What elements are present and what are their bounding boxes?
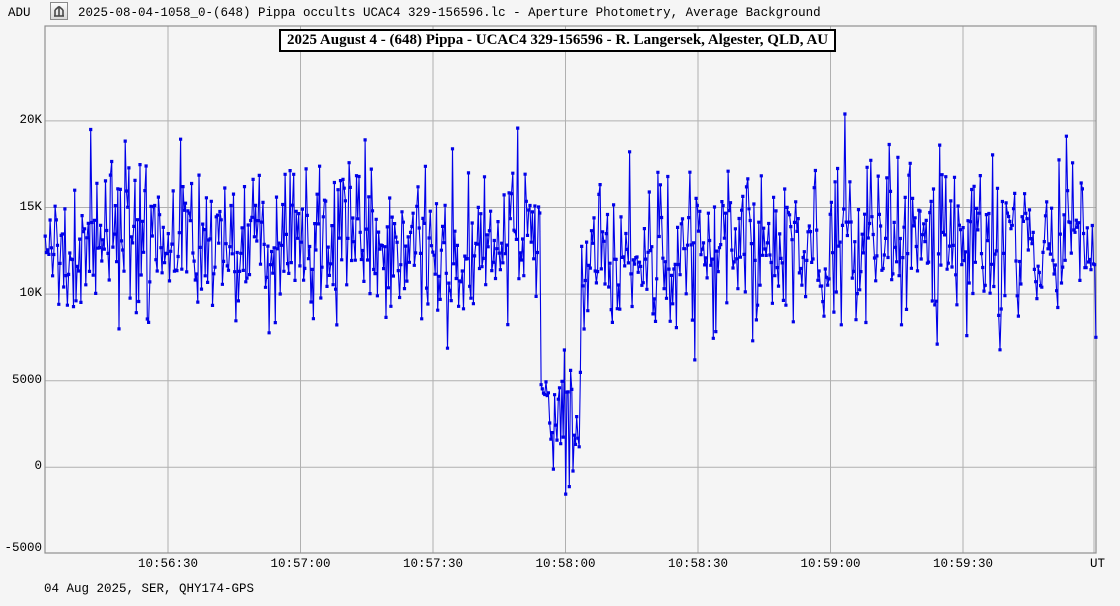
- x-tick-label: 10:59:30: [932, 557, 993, 571]
- y-tick-label: -5000: [4, 541, 42, 555]
- window-title: 2025-08-04-1058_0-(648) Pippa occults UC…: [78, 6, 821, 20]
- x-tick-label: 10:56:30: [137, 557, 198, 571]
- x-tick-label: 10:58:00: [535, 557, 596, 571]
- plot-title-box: 2025 August 4 - (648) Pippa - UCAC4 329-…: [279, 29, 837, 52]
- lightcurve-icon-glyph: [54, 5, 64, 17]
- y-tick-label: 0: [34, 459, 42, 474]
- x-tick-label: 10:58:30: [667, 557, 728, 571]
- lightcurve-window-icon[interactable]: [50, 2, 68, 20]
- lightcurve-line: [44, 113, 1097, 495]
- gridlines: [45, 26, 1096, 554]
- y-tick-label: 15K: [19, 199, 42, 214]
- plot-frame: [44, 25, 1097, 554]
- x-tick-label: 10:59:00: [800, 557, 861, 571]
- x-axis-unit-label: UT: [1090, 557, 1106, 571]
- y-tick-label: 5000: [11, 372, 42, 387]
- x-tick-label: 10:57:30: [402, 557, 463, 571]
- y-axis-unit-label: ADU: [8, 6, 31, 20]
- y-tick-label: 20K: [19, 112, 42, 127]
- recording-info-label: 04 Aug 2025, SER, QHY174-GPS: [44, 582, 255, 596]
- x-tick-label: 10:57:00: [270, 557, 331, 571]
- y-tick-label: 10K: [19, 286, 42, 301]
